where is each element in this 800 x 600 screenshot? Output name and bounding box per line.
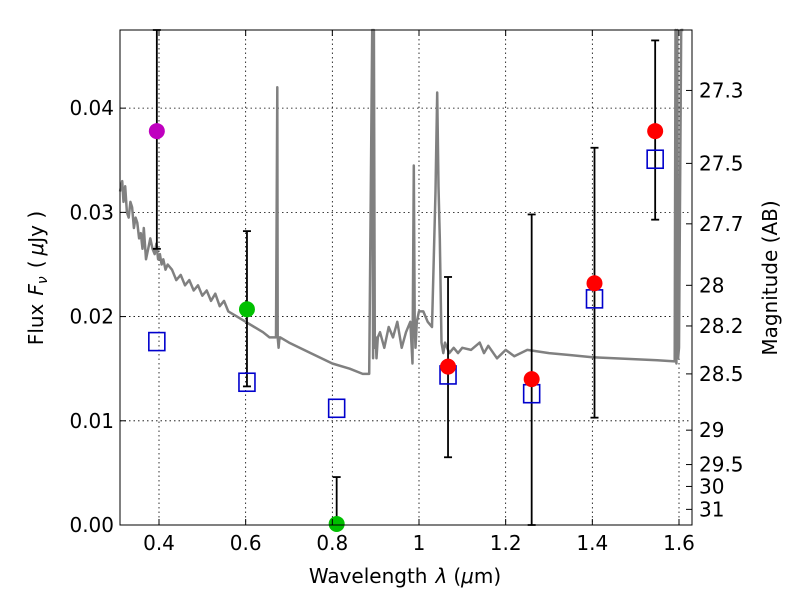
y-tick-label: 0.01 [69, 409, 114, 433]
x-tick-label: 1.6 [663, 531, 695, 555]
model-photometry-points [148, 149, 664, 419]
x-axis-label-unit-open: ( [453, 564, 461, 588]
y-tick-label: 0.03 [69, 200, 114, 224]
observed-flux-point [328, 515, 345, 532]
model-photometry-square [148, 331, 166, 352]
x-tick-label: 1.4 [576, 531, 608, 555]
observed-flux-point [586, 275, 603, 292]
x-axis-label-symbol: λ [434, 564, 447, 588]
y-axis-label-prefix: Flux [24, 303, 48, 345]
observed-points [148, 123, 664, 532]
x-axis-label-prefix: Wavelength [309, 564, 428, 588]
y-axis-label-symbol: F [24, 284, 48, 296]
right-tick-label: 28.2 [699, 314, 744, 338]
model-spectrum-line [118, 28, 684, 376]
model-spectrum-layer [118, 28, 684, 376]
right-tick-label: 28 [699, 273, 724, 297]
axis-ticks: 0.4 0.6 0.8 1 1.2 1.4 1.6 0.00 0.01 0.02 0.03 0.04 2… [69, 30, 744, 555]
right-tick-label: 27.3 [699, 78, 744, 102]
right-tick-label: 28.5 [699, 362, 744, 386]
model-photometry-square [238, 372, 256, 393]
observed-flux-point [148, 123, 165, 140]
right-tick-label: 31 [699, 497, 724, 521]
right-tick-label: 27.5 [699, 151, 744, 175]
x-axis-label-unit-mu: μ [460, 564, 474, 588]
plot-frame [119, 29, 693, 526]
grid-lines [120, 30, 692, 526]
y-axis-label-unit-rest: Jy ) [24, 211, 48, 245]
right-tick-label: 27.7 [699, 212, 744, 236]
y-axis-label: Flux Fν ( μJy ) [24, 211, 51, 345]
right-axis-label: Magnitude (AB) [758, 200, 782, 355]
x-tick-label: 1 [413, 531, 426, 555]
model-photometry-square [327, 398, 346, 419]
x-tick-label: 1.2 [490, 531, 522, 555]
observed-flux-point [440, 358, 457, 375]
model-photometry-square [646, 149, 664, 170]
observed-flux-point [238, 301, 255, 318]
x-axis-label-unit-rest: m) [474, 564, 501, 588]
y-axis-label-unit-open: ( [24, 260, 48, 268]
x-tick-label: 0.6 [230, 531, 262, 555]
right-tick-label: 30 [699, 474, 724, 498]
y-tick-label: 0.00 [69, 513, 114, 537]
error-bars [152, 29, 660, 526]
right-tick-label: 29 [699, 418, 724, 442]
right-tick-label: 29.5 [699, 453, 744, 477]
observed-flux-point [523, 371, 540, 388]
y-axis-label-symbol-sub: ν [35, 276, 51, 284]
y-axis-label-unit-mu: μ [24, 243, 48, 257]
observed-flux-point [647, 123, 664, 140]
y-tick-label: 0.04 [69, 96, 114, 120]
x-tick-label: 0.4 [143, 531, 175, 555]
x-axis-label: Wavelength λ (μm) [309, 564, 501, 588]
y-tick-label: 0.02 [69, 305, 114, 329]
x-tick-label: 0.8 [316, 531, 348, 555]
